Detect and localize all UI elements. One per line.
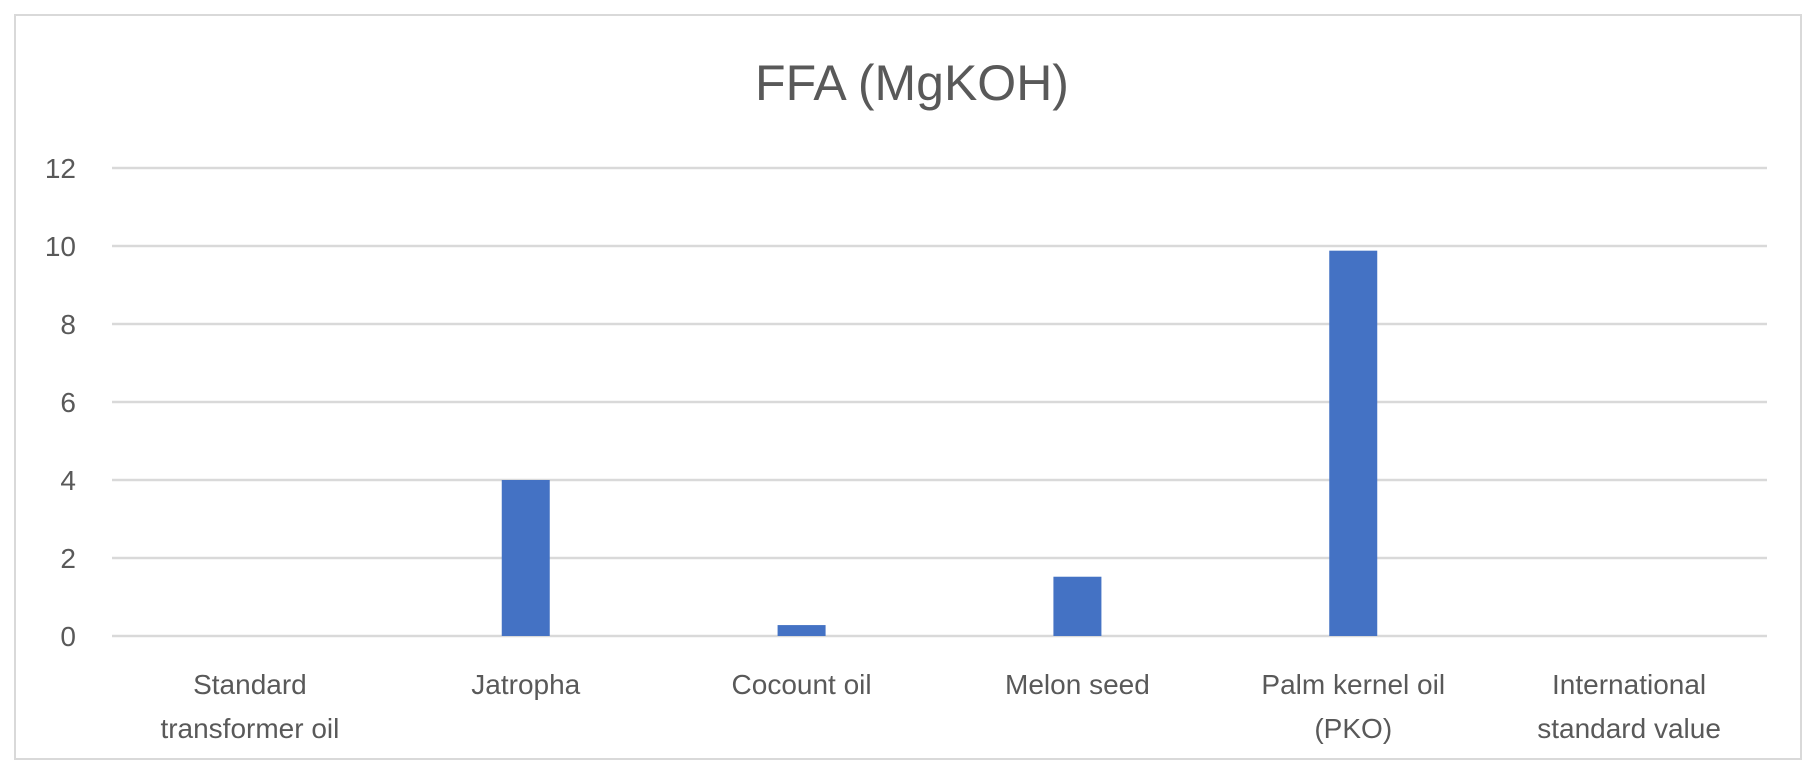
y-tick-label: 8 [60, 309, 76, 340]
y-tick-label: 10 [45, 231, 76, 262]
y-tick-label: 12 [45, 153, 76, 184]
x-category-label: Palm kernel oil [1261, 669, 1445, 700]
x-axis-categories: Standard transformer oil Jatropha Cocount o… [160, 669, 1720, 744]
x-category-label: International [1552, 669, 1706, 700]
bar [1329, 250, 1378, 636]
gridlines [112, 166, 1767, 638]
x-category-label: standard value [1537, 713, 1721, 744]
x-category-label: (PKO) [1314, 713, 1392, 744]
y-axis-ticks: 0 2 4 6 8 10 12 [45, 153, 76, 652]
bar [501, 480, 550, 636]
y-tick-label: 0 [60, 621, 76, 652]
x-category-label: transformer oil [160, 713, 339, 744]
y-tick-label: 4 [60, 465, 76, 496]
x-category-label: Melon seed [1005, 669, 1150, 700]
y-tick-label: 2 [60, 543, 76, 574]
bar [1053, 576, 1102, 636]
chart-title: FFA (MgKOH) [755, 55, 1069, 111]
x-category-label: Jatropha [471, 669, 580, 700]
bars [501, 250, 1378, 636]
bar [777, 625, 826, 636]
x-category-label: Cocount oil [732, 669, 872, 700]
y-tick-label: 6 [60, 387, 76, 418]
x-category-label: Standard [193, 669, 307, 700]
